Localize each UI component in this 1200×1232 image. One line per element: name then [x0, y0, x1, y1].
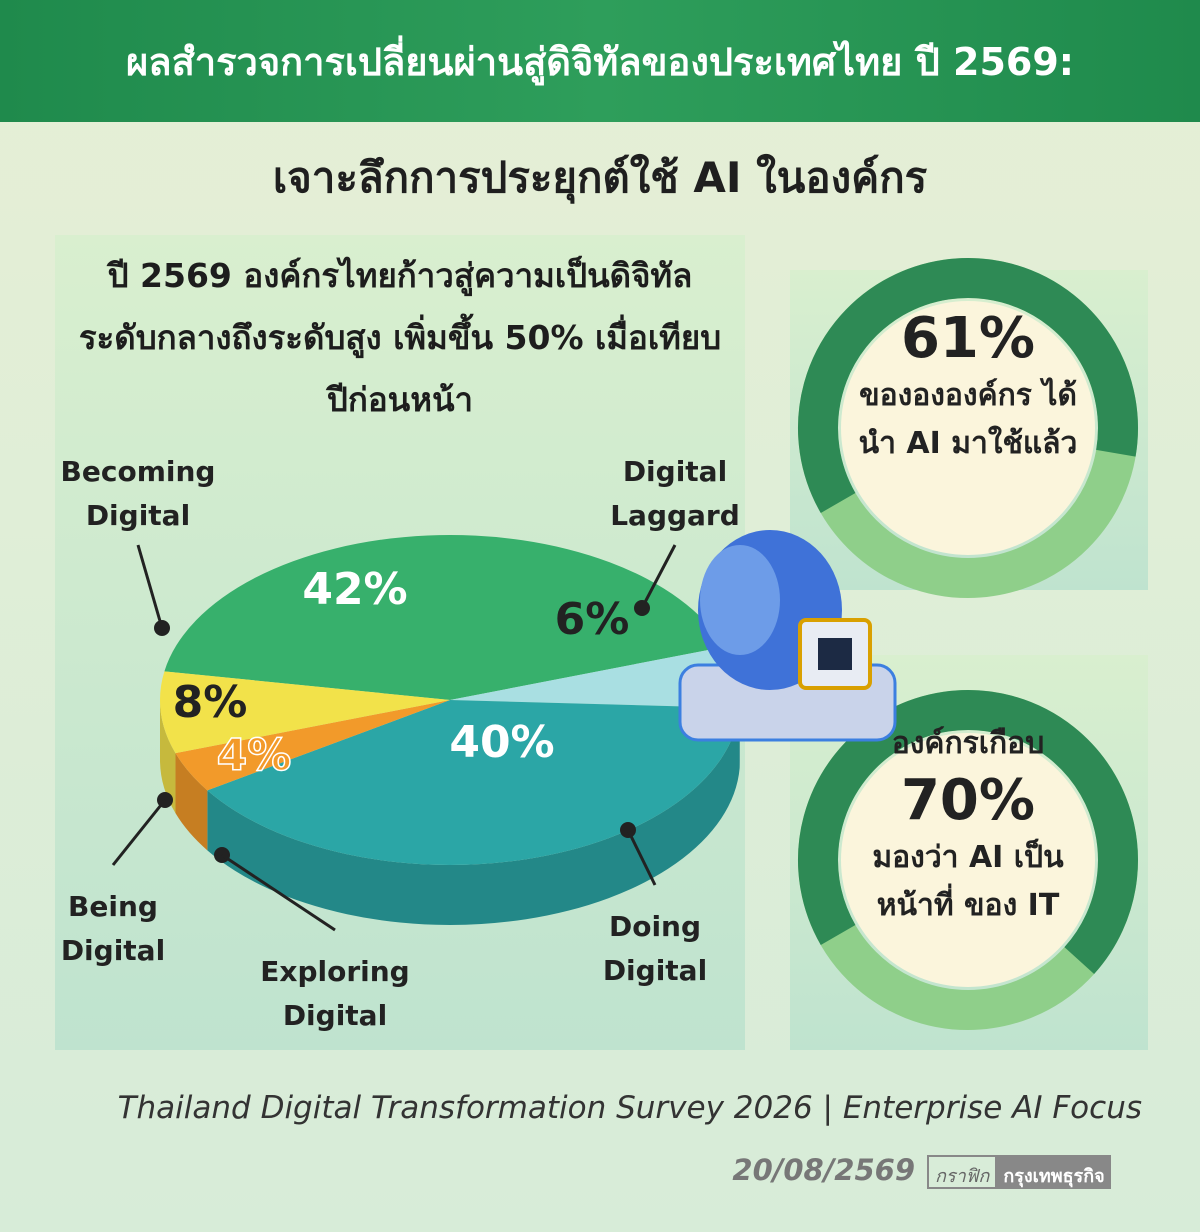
header-title: ผลสำรวจการเปลี่ยนผ่านสู่ดิจิทัลของประเทศ…: [0, 0, 1200, 122]
leader-line: [626, 829, 657, 886]
donut-value: 70%: [900, 768, 1036, 833]
pie-slice: [164, 534, 725, 700]
donut-text: องค์กรเกือบ 70% มองว่า AI เป็นหน้าที่ ของ …: [858, 720, 1078, 930]
credit-box: กราฟิก กรุงเทพธุรกิจ: [927, 1155, 1111, 1189]
leader-line: [136, 544, 164, 629]
donut-caption: มองว่า AI เป็นหน้าที่ ของ IT: [872, 840, 1064, 923]
leader-line: [640, 544, 677, 609]
pie-value-label: 8%: [173, 677, 248, 728]
pie-slice: [207, 700, 740, 865]
pie-slice-side: [175, 753, 208, 851]
donut-center: [841, 733, 1095, 987]
pie-description: ปี 2569 องค์กรไทยก้าวสู่ความเป็นดิจิทัล …: [78, 256, 722, 419]
credit-label: กราฟิก: [927, 1155, 998, 1189]
date: 20/08/2569: [732, 1153, 915, 1187]
donut-value: 61%: [900, 306, 1036, 371]
pie-slice-side: [207, 708, 740, 925]
pie-value-label: 6%: [555, 594, 630, 645]
pie-value-label: 4%: [217, 730, 292, 781]
pie-category-label: Exploring Digital: [260, 955, 410, 1032]
leader-line: [221, 853, 336, 932]
pie-slice: [450, 646, 740, 709]
donut-caption: ของององค์กร ได้นำ AI มาใช้แล้ว: [858, 378, 1078, 461]
ai-chip-icon: [678, 530, 897, 742]
source: Thailand Digital Transformation Survey 2…: [117, 1090, 1142, 1126]
pie-category-label: Doing Digital: [602, 910, 708, 987]
donut-caption: องค์กรเกือบ: [891, 726, 1045, 761]
leader-line: [111, 799, 167, 866]
pie-slice: [160, 671, 450, 754]
pie-category-label: Being Digital: [60, 890, 166, 967]
pie-value-label: 40%: [449, 717, 554, 768]
pie-category-label: Digital Laggard: [610, 455, 740, 532]
donut-arc: [798, 258, 1138, 598]
donut-text: 61% ของององค์กร ได้นำ AI มาใช้แล้ว: [858, 306, 1078, 468]
pie-slice: [175, 700, 450, 791]
subtitle: เจาะลึกการประยุกต์ใช้ AI ในองค์กร: [272, 153, 928, 202]
pie-slice-side: [160, 700, 176, 814]
pie-category-label: Becoming Digital: [60, 455, 216, 532]
donut-center: [841, 301, 1095, 555]
pie-value-label: 42%: [302, 564, 407, 615]
credit: กรุงเทพธุรกิจ: [997, 1155, 1111, 1189]
